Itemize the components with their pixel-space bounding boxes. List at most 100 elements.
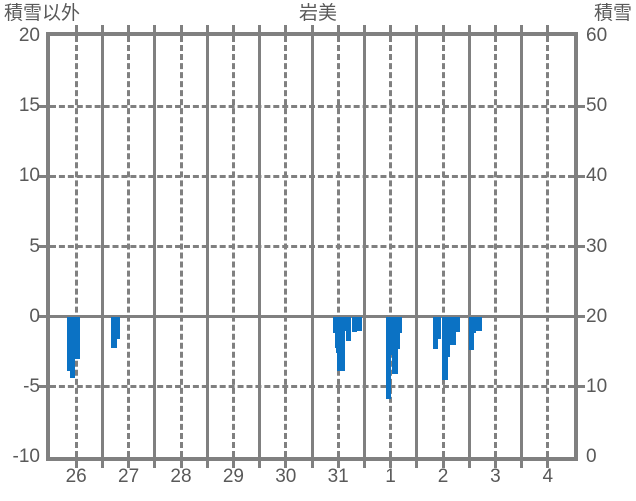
x-tick-mark-top xyxy=(336,25,340,32)
bar xyxy=(468,316,475,351)
x-tick-mark-bottom xyxy=(258,461,262,468)
x-tick-mark-bottom xyxy=(231,461,235,468)
x-tick-mark-top xyxy=(127,25,131,32)
x-tick-mark-bottom xyxy=(336,461,340,468)
bar xyxy=(432,316,439,349)
x-tick-mark-top xyxy=(467,25,471,32)
x-tick-label: 31 xyxy=(327,466,349,487)
x-tick-mark-bottom xyxy=(520,461,524,468)
x-tick-label: 4 xyxy=(542,466,554,487)
y-tick-mark-left xyxy=(39,104,46,108)
bar xyxy=(470,316,477,334)
x-tick-mark-bottom xyxy=(284,461,288,468)
y-tick-label-left: 20 xyxy=(18,25,40,46)
horizontal-gridline xyxy=(50,174,574,178)
y-tick-mark-right xyxy=(578,104,585,108)
y-tick-mark-right xyxy=(578,315,585,319)
x-tick-mark-top xyxy=(310,25,314,32)
y-tick-label-right: 60 xyxy=(586,25,608,46)
left-axis-title: 積雪以外 xyxy=(4,3,81,24)
bar xyxy=(446,316,453,335)
x-tick-mark-top xyxy=(520,25,524,32)
y-tick-label-right: 20 xyxy=(586,305,608,327)
x-tick-label: 29 xyxy=(222,466,244,487)
y-tick-label-left: 15 xyxy=(18,95,40,117)
x-tick-mark-bottom xyxy=(362,461,366,468)
x-tick-mark-bottom xyxy=(179,461,183,468)
x-tick-mark-top xyxy=(179,25,183,32)
x-tick-mark-bottom xyxy=(205,461,209,468)
bar xyxy=(114,316,120,340)
y-tick-label-right: 40 xyxy=(586,165,608,187)
y-tick-label-right: 30 xyxy=(586,235,608,257)
x-tick-mark-top xyxy=(100,25,104,32)
y-tick-mark-left xyxy=(39,385,46,389)
y-tick-mark-right xyxy=(578,174,585,178)
bar xyxy=(454,316,460,333)
x-tick-mark-bottom xyxy=(100,461,104,468)
y-tick-mark-right xyxy=(578,385,585,389)
y-tick-label-left: -10 xyxy=(12,446,40,467)
y-tick-mark-left xyxy=(39,315,46,319)
bar xyxy=(74,316,81,359)
bar xyxy=(396,316,402,334)
horizontal-gridline xyxy=(50,245,574,248)
bar xyxy=(339,316,346,372)
x-tick-mark-bottom xyxy=(310,461,314,468)
x-tick-mark-bottom xyxy=(493,461,497,468)
x-tick-mark-top xyxy=(74,25,78,32)
x-tick-mark-top xyxy=(441,25,445,32)
x-tick-mark-bottom xyxy=(74,461,78,468)
x-tick-mark-top xyxy=(389,25,393,32)
bar xyxy=(435,316,442,340)
x-tick-mark-bottom xyxy=(127,461,131,468)
horizontal-gridline xyxy=(50,385,574,389)
horizontal-gridline xyxy=(50,104,574,108)
x-tick-label: 28 xyxy=(170,466,192,487)
y-tick-label-right: 0 xyxy=(586,446,597,467)
x-tick-label: 2 xyxy=(437,466,449,487)
y-tick-mark-left xyxy=(39,174,46,178)
bar xyxy=(476,316,482,331)
x-tick-mark-top xyxy=(231,25,235,32)
x-tick-mark-top xyxy=(493,25,497,32)
y-tick-label-right: 50 xyxy=(586,95,608,117)
y-tick-label-left: 0 xyxy=(29,305,40,327)
y-tick-label-left: 10 xyxy=(18,165,40,187)
right-axis-title: 積雪 xyxy=(593,3,632,24)
bar xyxy=(69,316,75,379)
x-tick-label: 3 xyxy=(490,466,501,487)
x-tick-mark-bottom xyxy=(467,461,471,468)
x-tick-mark-top xyxy=(546,25,550,32)
x-tick-mark-bottom xyxy=(415,461,419,468)
bar xyxy=(351,316,358,333)
y-tick-mark-right xyxy=(578,245,585,248)
x-tick-mark-top xyxy=(362,25,366,32)
bar xyxy=(385,316,392,400)
x-tick-mark-top xyxy=(284,25,288,32)
y-tick-label-left: 5 xyxy=(29,235,40,257)
plot-area xyxy=(46,32,578,461)
bar xyxy=(444,316,451,358)
x-tick-label: 1 xyxy=(385,466,396,487)
y-tick-label-right: 10 xyxy=(586,375,608,397)
y-tick-label-left: -5 xyxy=(23,375,40,397)
x-tick-mark-top xyxy=(153,25,157,32)
x-tick-label: 30 xyxy=(275,466,297,487)
x-tick-mark-bottom xyxy=(546,461,550,468)
y-tick-mark-left xyxy=(39,245,46,248)
zero-line xyxy=(50,315,574,319)
x-tick-mark-top xyxy=(258,25,262,32)
x-tick-mark-bottom xyxy=(389,461,393,468)
x-tick-mark-top xyxy=(205,25,209,32)
x-tick-mark-bottom xyxy=(153,461,157,468)
x-tick-label: 26 xyxy=(65,466,87,487)
x-tick-mark-bottom xyxy=(441,461,445,468)
x-tick-mark-top xyxy=(415,25,419,32)
bar xyxy=(356,316,362,331)
bar xyxy=(450,316,456,345)
chart-title: 岩美 xyxy=(298,3,337,24)
bar xyxy=(345,316,351,341)
x-tick-label: 27 xyxy=(118,466,140,487)
